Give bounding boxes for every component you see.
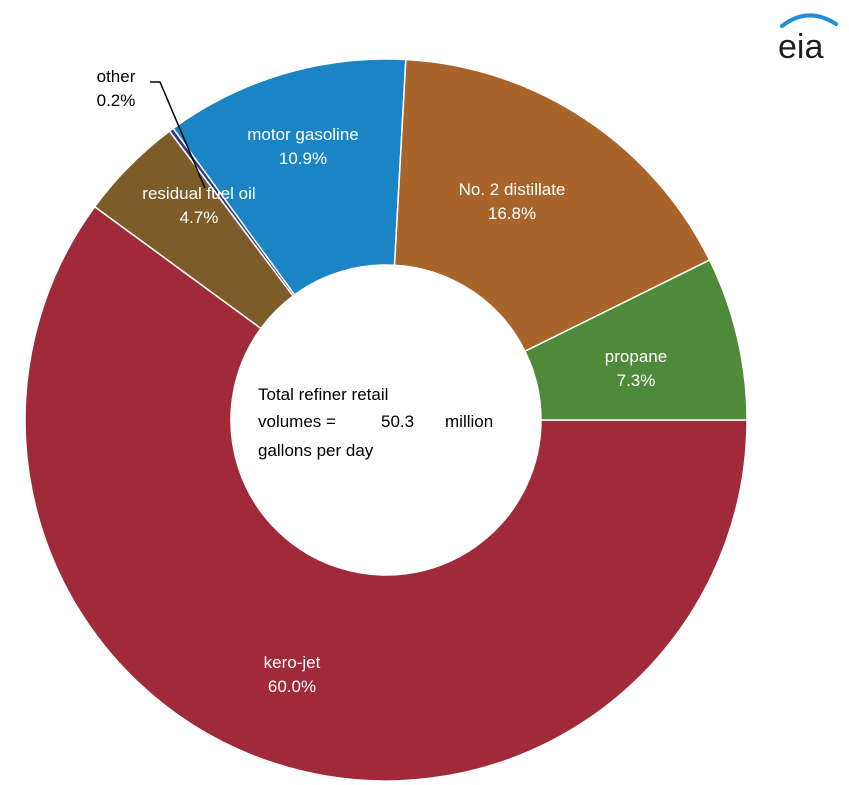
- slice-kero-jet: [24, 205, 748, 782]
- slice-value-residual-fuel-oil: 4.7%: [180, 208, 219, 227]
- slice-name-no-2-distillate: No. 2 distillate: [459, 180, 566, 199]
- slice-value-propane: 7.3%: [617, 371, 656, 390]
- center-total: Total refiner retail volumes = 50.3 mill…: [258, 385, 493, 460]
- donut-slices: [24, 58, 748, 782]
- center-total-value: 50.3: [381, 412, 414, 431]
- slice-name-motor-gasoline: motor gasoline: [247, 125, 359, 144]
- center-line-2-suffix: million: [445, 412, 493, 431]
- other-leader-line: [150, 81, 206, 189]
- center-line-3: gallons per day: [258, 441, 374, 460]
- eia-logo-text: eia: [778, 28, 823, 66]
- slice-value-other: 0.2%: [97, 91, 136, 110]
- slice-labels: kero-jet 60.0% residual fuel oil 4.7% other 0…: [97, 67, 668, 696]
- slice-name-residual-fuel-oil: residual fuel oil: [142, 184, 255, 203]
- slice-name-kero-jet: kero-jet: [264, 653, 321, 672]
- slice-propane: [523, 259, 748, 421]
- slice-value-kero-jet: 60.0%: [268, 677, 316, 696]
- center-line-1: Total refiner retail: [258, 385, 388, 404]
- eia-logo-arc-icon: [780, 13, 838, 28]
- slice-value-motor-gasoline: 10.9%: [279, 149, 327, 168]
- center-line-2-prefix: volumes =: [258, 412, 336, 431]
- donut-hole: [231, 265, 541, 575]
- slice-name-propane: propane: [605, 347, 667, 366]
- eia-logo: eia: [778, 13, 838, 66]
- slice-value-no-2-distillate: 16.8%: [488, 204, 536, 223]
- slice-name-other: other: [97, 67, 136, 86]
